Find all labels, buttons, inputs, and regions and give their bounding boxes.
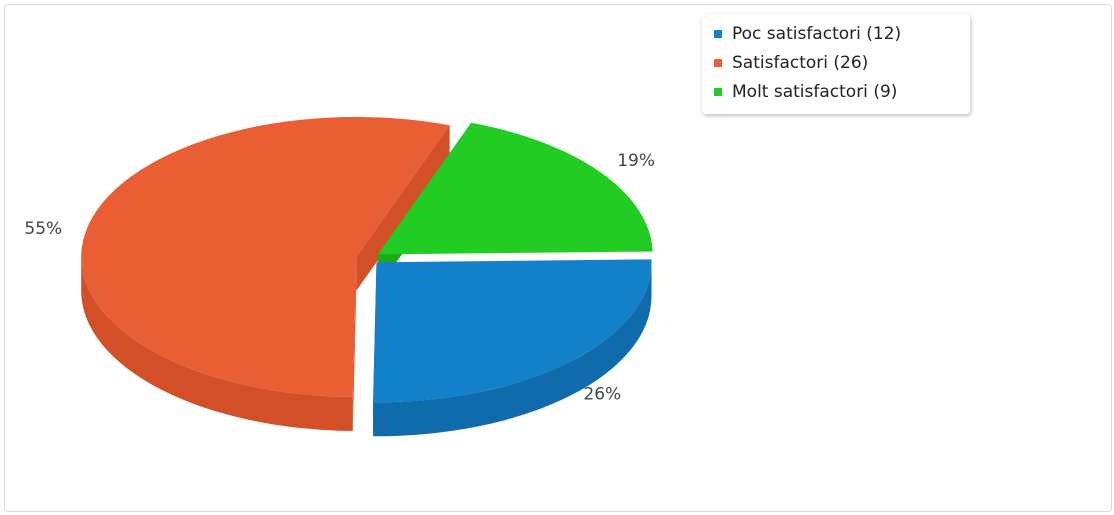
legend-item-molt-satisfactori[interactable]: Molt satisfactori (9) xyxy=(714,80,897,104)
legend-item-satisfactori[interactable]: Satisfactori (26) xyxy=(714,51,868,75)
legend-swatch xyxy=(714,30,722,38)
slice-percent-label-molt-satisfactori: 19% xyxy=(617,151,655,171)
slice-poc-satisfactori[interactable] xyxy=(373,259,652,403)
pie-labels: 26% 55% 19% xyxy=(24,151,655,404)
legend-swatch xyxy=(714,88,722,96)
slice-percent-label-satisfactori: 55% xyxy=(24,219,62,239)
pie-tops xyxy=(81,116,653,403)
legend-label: Molt satisfactori (9) xyxy=(732,82,898,102)
slice-side-poc-satisfactori xyxy=(373,262,652,437)
slice-percent-label-poc-satisfactori: 26% xyxy=(583,384,621,404)
legend: Poc satisfactori (12) Satisfactori (26) … xyxy=(702,14,970,114)
slice-side-satisfactori xyxy=(81,256,353,431)
slice-wall-satisfactori xyxy=(352,256,357,431)
legend-label: Satisfactori (26) xyxy=(732,53,869,73)
slice-wall-satisfactori xyxy=(356,125,450,291)
slice-satisfactori[interactable] xyxy=(81,116,450,397)
legend-label: Poc satisfactori (12) xyxy=(732,24,902,44)
slice-molt-satisfactori[interactable] xyxy=(377,122,653,255)
legend-item-poc-satisfactori[interactable]: Poc satisfactori (12) xyxy=(714,22,901,46)
legend-swatch xyxy=(714,59,722,67)
